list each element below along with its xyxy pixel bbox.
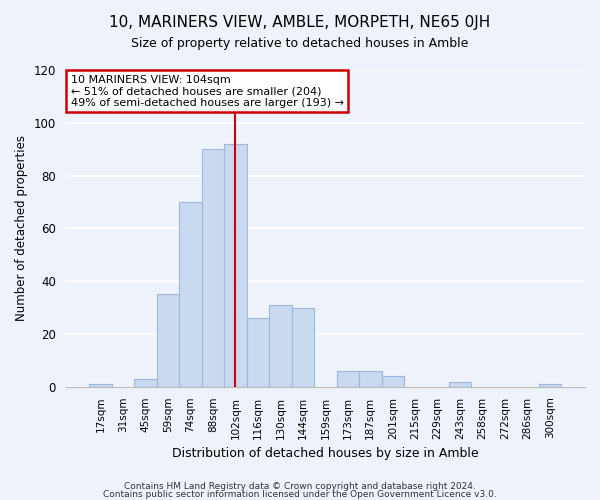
Bar: [247, 318, 269, 387]
Bar: [539, 384, 562, 387]
Text: Size of property relative to detached houses in Amble: Size of property relative to detached ho…: [131, 38, 469, 51]
Bar: [359, 371, 382, 387]
Bar: [337, 371, 359, 387]
Text: 10, MARINERS VIEW, AMBLE, MORPETH, NE65 0JH: 10, MARINERS VIEW, AMBLE, MORPETH, NE65 …: [109, 15, 491, 30]
Bar: [269, 305, 292, 387]
Bar: [89, 384, 112, 387]
Bar: [449, 382, 472, 387]
Bar: [157, 294, 179, 387]
Bar: [224, 144, 247, 387]
Text: Contains public sector information licensed under the Open Government Licence v3: Contains public sector information licen…: [103, 490, 497, 499]
Bar: [134, 379, 157, 387]
Text: Contains HM Land Registry data © Crown copyright and database right 2024.: Contains HM Land Registry data © Crown c…: [124, 482, 476, 491]
Text: 10 MARINERS VIEW: 104sqm
← 51% of detached houses are smaller (204)
49% of semi-: 10 MARINERS VIEW: 104sqm ← 51% of detach…: [71, 75, 344, 108]
Y-axis label: Number of detached properties: Number of detached properties: [15, 136, 28, 322]
Bar: [382, 376, 404, 387]
Bar: [202, 149, 224, 387]
Bar: [292, 308, 314, 387]
Bar: [179, 202, 202, 387]
X-axis label: Distribution of detached houses by size in Amble: Distribution of detached houses by size …: [172, 447, 479, 460]
